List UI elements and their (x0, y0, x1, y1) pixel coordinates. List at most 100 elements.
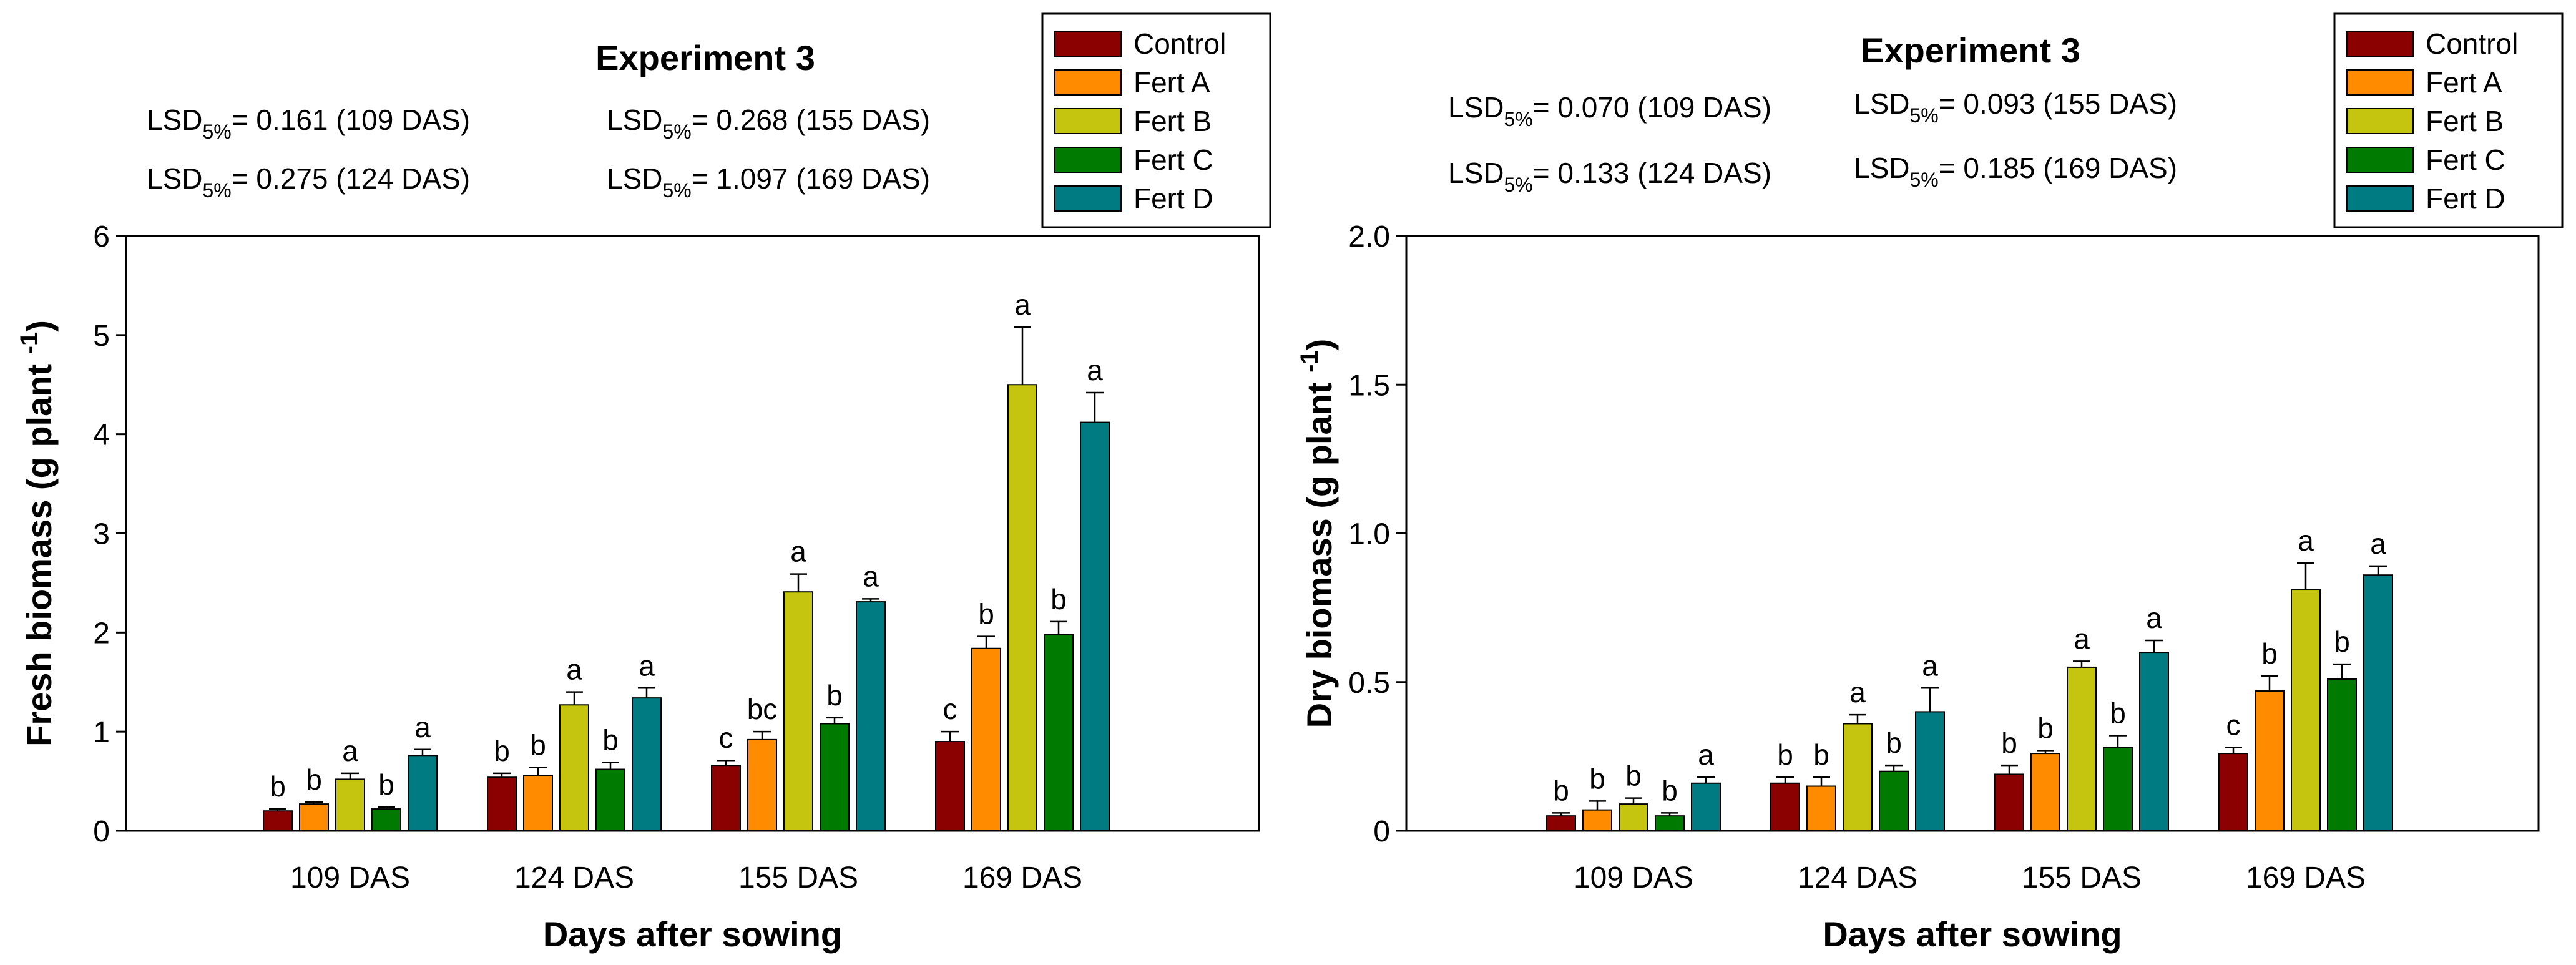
legend-entry: Fert B (2426, 105, 2504, 137)
bar (2103, 747, 2133, 831)
lsd-annotation: LSD5%= 1.097 (169 DAS) (607, 162, 930, 202)
x-axis-title: Days after sowing (1823, 914, 2122, 954)
bar (1691, 782, 1721, 832)
legend: Control Fert A Fert B Fert C Fert D (1041, 12, 1271, 228)
legend-swatch (2346, 108, 2414, 134)
bar (335, 778, 365, 831)
significance-letter: a (863, 560, 879, 592)
x-tick-label: 155 DAS (738, 861, 858, 894)
y-tick-label: 1.0 (1348, 518, 1390, 551)
x-tick-label: 109 DAS (1574, 861, 1693, 894)
lsd-annotation: LSD5%= 0.185 (169 DAS) (1854, 152, 2177, 191)
bar (1546, 815, 1576, 832)
significance-letter: bc (747, 693, 778, 725)
bar (263, 810, 293, 831)
legend-swatch (1054, 147, 1122, 173)
y-tick-label: 4 (93, 419, 110, 452)
significance-letter: b (1589, 762, 1605, 795)
legend-entry: Fert D (1134, 182, 1213, 215)
lsd-annotation: LSD5%= 0.161 (109 DAS) (147, 104, 470, 143)
bar (2139, 652, 2169, 831)
y-axis-title: Dry biomass (g plant -1) (1296, 339, 1339, 728)
significance-letter: a (790, 536, 806, 568)
significance-letter: a (1922, 649, 1938, 682)
significance-letter: a (1014, 288, 1031, 321)
bar (783, 591, 813, 831)
bar (711, 765, 741, 832)
bar (299, 803, 329, 831)
significance-letter: c (2226, 709, 2241, 742)
significance-letter: a (2146, 602, 2162, 634)
significance-letter: b (1625, 760, 1642, 792)
legend-swatch (1054, 108, 1122, 134)
y-tick-label: 0.5 (1348, 667, 1390, 700)
bar (1582, 809, 1612, 832)
bar (1770, 782, 1800, 832)
x-tick-label: 169 DAS (2246, 861, 2366, 894)
significance-letter: c (719, 722, 733, 754)
y-tick-label: 3 (93, 518, 110, 551)
lsd-annotation: LSD5%= 0.070 (109 DAS) (1448, 91, 1771, 130)
significance-letter: b (2334, 625, 2350, 658)
significance-letter: a (566, 654, 582, 686)
bar (1915, 711, 1945, 832)
y-tick-label: 1 (93, 716, 110, 749)
y-tick-label: 2 (93, 617, 110, 650)
bar (2327, 678, 2357, 831)
legend-swatch (1054, 69, 1122, 96)
bar (2218, 753, 2248, 831)
x-tick-label: 169 DAS (962, 861, 1082, 894)
y-tick-label: 1.5 (1348, 369, 1390, 402)
bar (487, 776, 517, 831)
bar (2363, 574, 2393, 832)
bar (1806, 785, 1836, 832)
bar (1080, 421, 1110, 831)
significance-letter: b (2110, 697, 2126, 730)
significance-letter: a (1087, 354, 1103, 386)
bar (1994, 773, 2024, 831)
significance-letter: b (602, 723, 619, 756)
bar (971, 647, 1001, 832)
legend-entry: Fert A (1134, 66, 1210, 99)
lsd-annotation: LSD5%= 0.133 (124 DAS) (1448, 157, 1771, 196)
x-tick-label: 109 DAS (290, 861, 410, 894)
lsd-annotation: LSD5%= 0.268 (155 DAS) (607, 104, 930, 143)
legend-swatch (2346, 69, 2414, 96)
bar (1619, 803, 1648, 831)
y-tick-label: 0 (1373, 815, 1390, 848)
bar (595, 768, 625, 831)
significance-letter: a (342, 735, 358, 767)
legend-entry: Fert A (2426, 66, 2502, 99)
significance-letter: a (1698, 738, 1714, 771)
legend-entry: Control (1134, 27, 1226, 60)
legend-entry: Fert C (1134, 144, 1213, 176)
bar (1007, 384, 1037, 831)
significance-letter: b (1777, 738, 1793, 771)
bar (747, 738, 777, 831)
y-tick-label: 5 (93, 320, 110, 353)
significance-letter: b (1050, 583, 1067, 615)
lsd-annotation: LSD5%= 0.275 (124 DAS) (147, 162, 470, 202)
bar (523, 775, 553, 832)
legend-entry: Fert C (2426, 144, 2505, 176)
legend-entry: Fert D (2426, 182, 2505, 215)
bar (1044, 634, 1074, 831)
bar (2255, 690, 2285, 832)
significance-letter: b (2037, 712, 2054, 744)
y-tick-label: 2.0 (1348, 220, 1390, 253)
legend-swatch (2346, 185, 2414, 212)
bar (2291, 589, 2321, 831)
x-axis-title: Days after sowing (543, 914, 842, 954)
significance-letter: b (2001, 727, 2017, 759)
bar (856, 601, 886, 831)
bar (1655, 815, 1685, 832)
legend: Control Fert A Fert B Fert C Fert D (2333, 12, 2564, 228)
significance-letter: a (2298, 524, 2314, 557)
legend-swatch (2346, 31, 2414, 57)
chart-title: Experiment 3 (1861, 31, 2080, 70)
y-tick-label: 6 (93, 220, 110, 253)
significance-letter: b (270, 770, 286, 803)
legend-entry: Fert B (1134, 105, 1212, 137)
significance-letter: b (378, 768, 394, 801)
